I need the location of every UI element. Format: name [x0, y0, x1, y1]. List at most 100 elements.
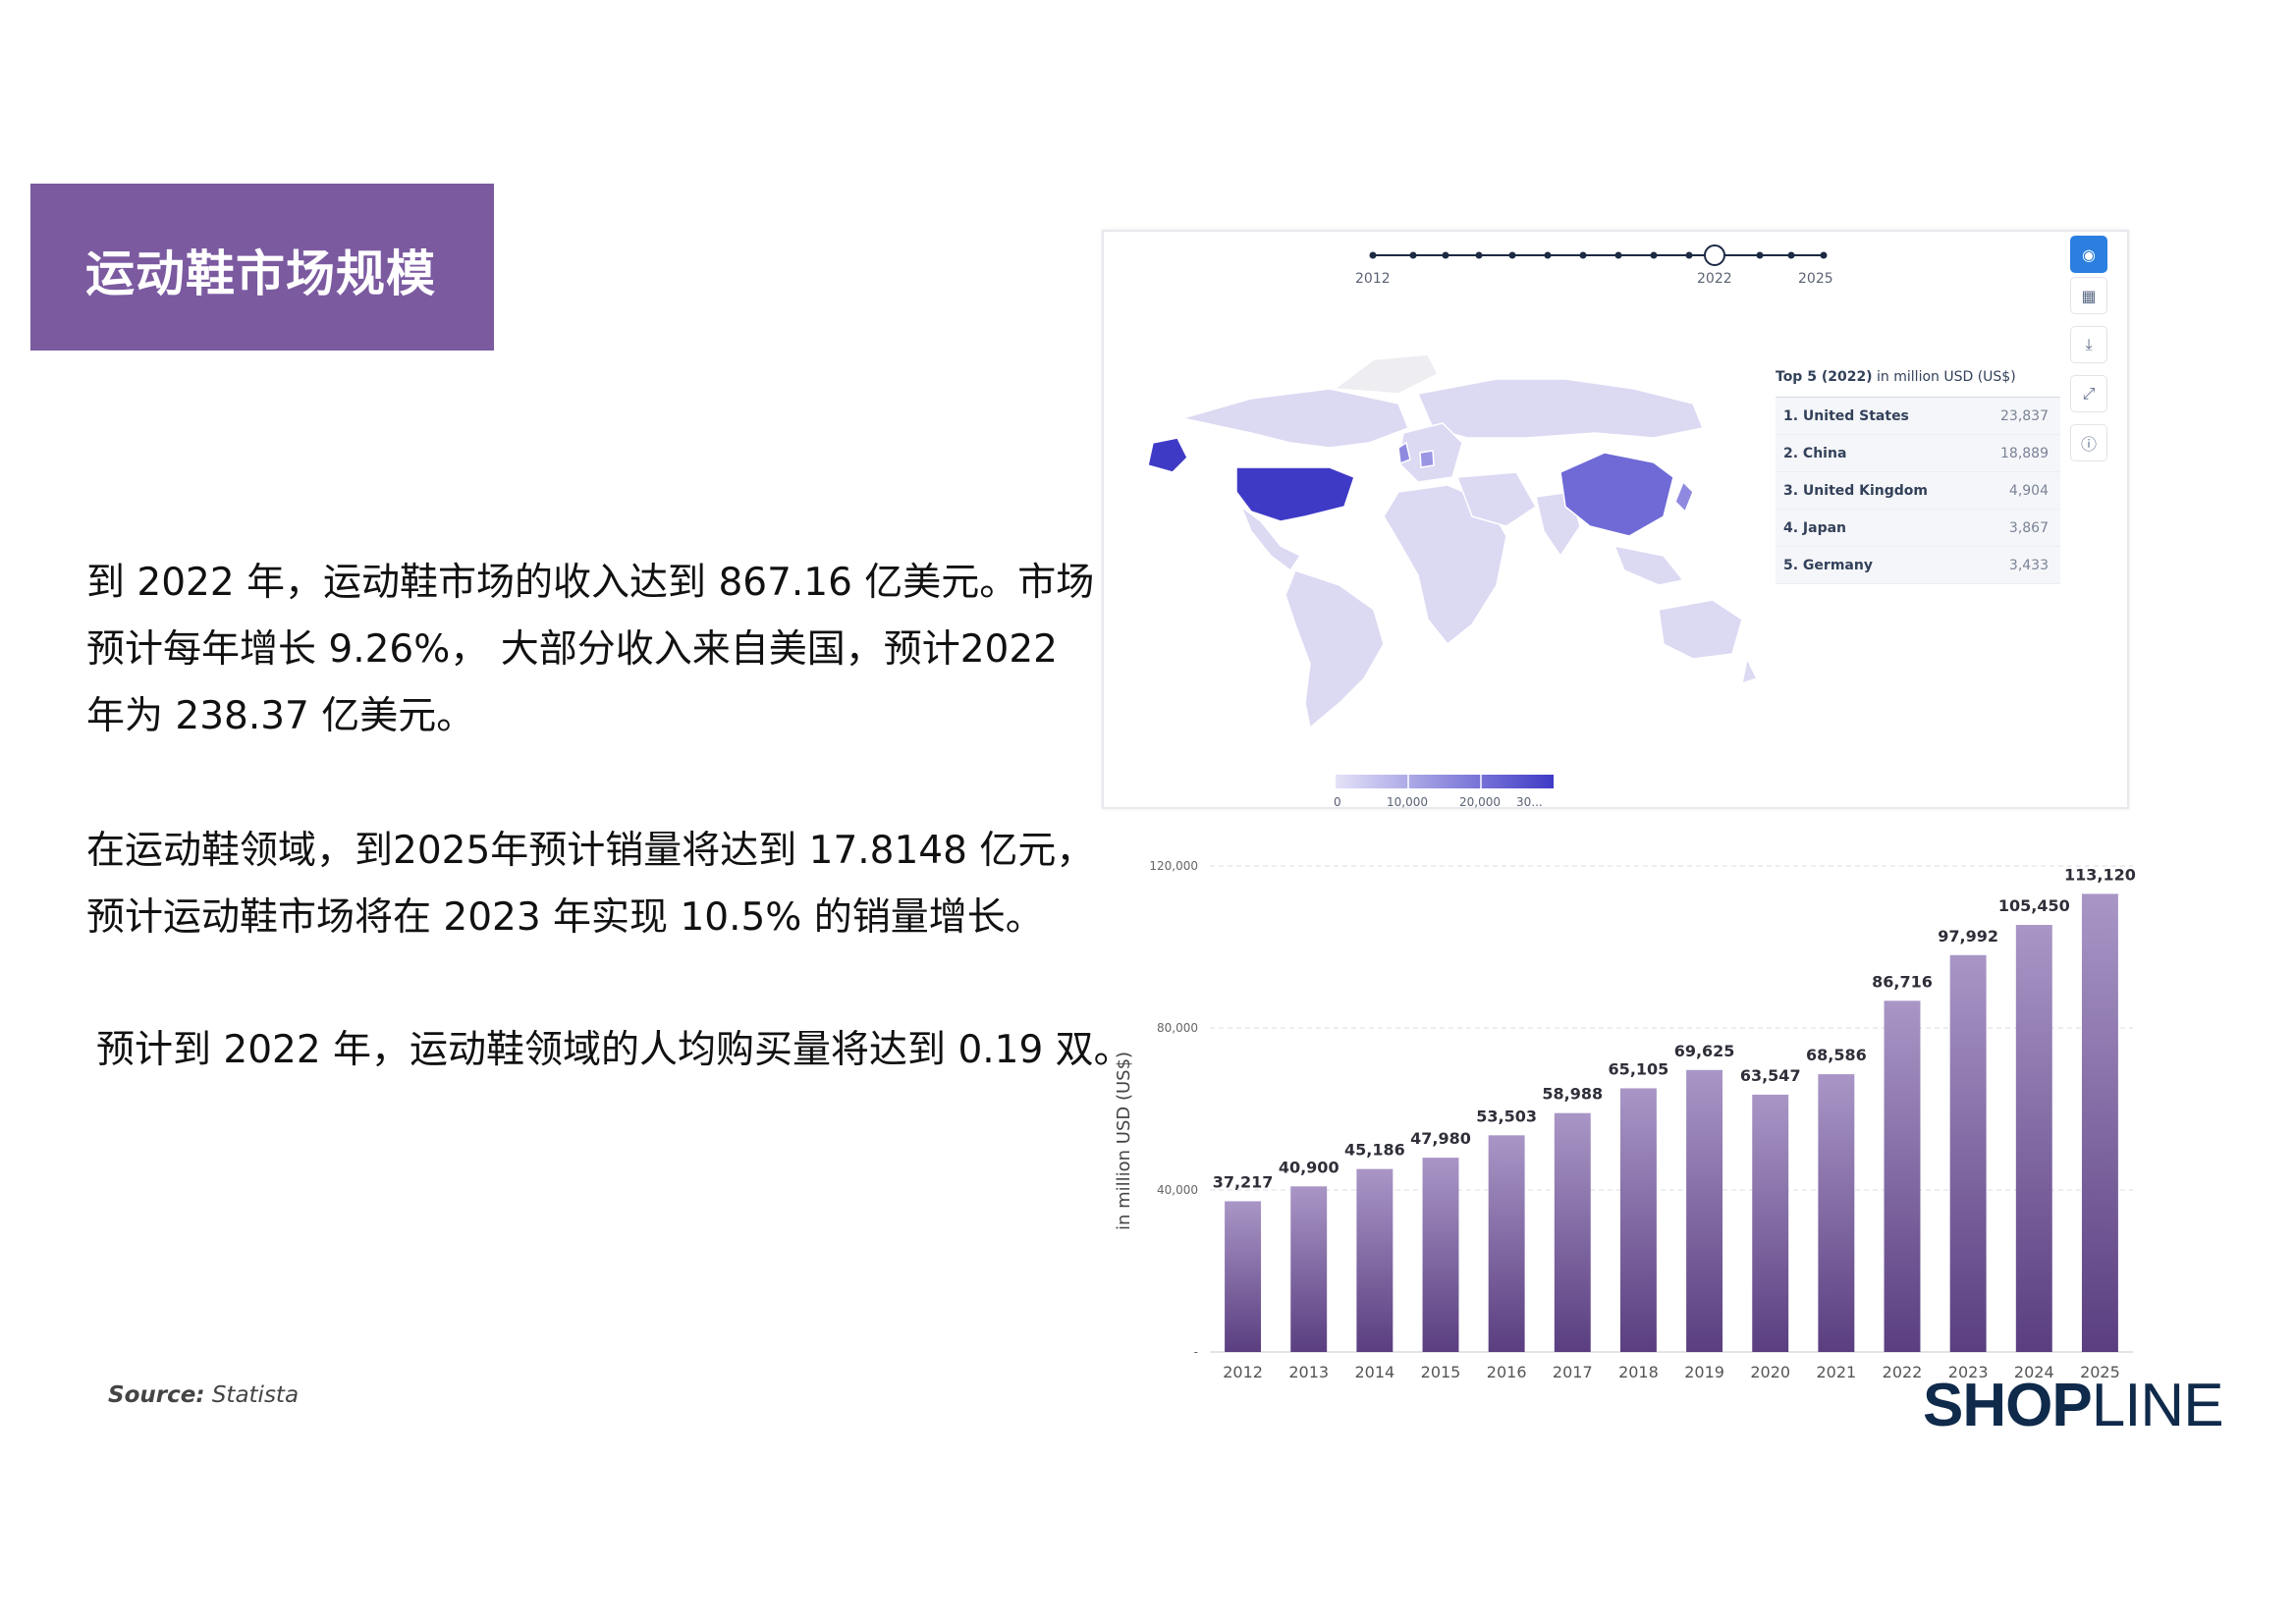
- globe-icon[interactable]: ◉: [2070, 236, 2107, 273]
- paragraph-line: 预计运动鞋市场将在 2023 年实现 10.5% 的销量增长。: [86, 895, 1044, 940]
- bar-value-label: 45,186: [1344, 1141, 1405, 1160]
- top5-row: 5. Germany 3,433: [1776, 547, 2060, 584]
- alaska-shape: [1147, 437, 1188, 473]
- paragraph-line: 年为 238.37 亿美元。: [86, 694, 475, 738]
- bar-2025: [2081, 893, 2118, 1352]
- source-name: Statista: [211, 1382, 300, 1408]
- expand-icon[interactable]: ⤢: [2070, 375, 2107, 412]
- bar-2016: [1488, 1135, 1525, 1352]
- timeline-label: 2012: [1355, 271, 1391, 287]
- timeline-dot: [1650, 251, 1658, 259]
- country-name: 5. Germany: [1783, 557, 1873, 573]
- legend-scale: [1336, 775, 1554, 788]
- canada-shape: [1181, 388, 1409, 449]
- top5-row: 4. Japan 3,867: [1776, 510, 2060, 547]
- timeline-label: 2025: [1798, 271, 1833, 287]
- paragraph-revenue: 到 2022 年，运动鞋市场的收入达到 867.16 亿美元。市场 预计每年增长…: [86, 550, 1095, 750]
- united-states-shape: [1235, 466, 1355, 522]
- x-tick-label: 2020: [1750, 1363, 1790, 1381]
- table-icon[interactable]: ▦: [2070, 277, 2107, 314]
- paragraph-volume: 在运动鞋领域，到2025年预计销量将达到 17.8148 亿元， 预计运动鞋市场…: [86, 818, 1095, 951]
- x-tick-label: 2015: [1421, 1363, 1461, 1381]
- country-value: 3,867: [2008, 519, 2049, 536]
- y-tick-label: -: [1194, 1345, 1198, 1359]
- timeline-dot: [1614, 251, 1622, 259]
- top5-unit: in million USD (US$): [1877, 369, 2016, 385]
- world-map-panel: 2012 2022 2025 0 10,000 20,000 30... Top…: [1102, 230, 2129, 809]
- bar-value-label: 69,625: [1674, 1042, 1735, 1060]
- country-name: 3. United Kingdom: [1783, 482, 1929, 499]
- top5-row: 3. United Kingdom 4,904: [1776, 472, 2060, 510]
- x-tick-label: 2014: [1354, 1363, 1394, 1381]
- timeline-dot: [1508, 251, 1516, 259]
- bar-2019: [1686, 1069, 1723, 1352]
- x-tick-label: 2018: [1618, 1363, 1659, 1381]
- top5-header: Top 5 (2022) in million USD (US$): [1776, 369, 2060, 398]
- timeline-dot: [1756, 251, 1764, 259]
- bar-value-label: 86,716: [1872, 972, 1933, 991]
- bar-2020: [1752, 1094, 1789, 1352]
- timeline-dot: [1475, 251, 1483, 259]
- timeline-handle: [1704, 244, 1725, 266]
- bar-2015: [1422, 1158, 1459, 1352]
- bar-value-label: 65,105: [1609, 1059, 1669, 1078]
- bar-value-label: 97,992: [1938, 927, 1998, 946]
- title-band: 运动鞋市场规模: [30, 184, 494, 351]
- paragraph-per-capita: 预计到 2022 年，运动鞋领域的人均购买量将达到 0.19 双。: [96, 1017, 1132, 1084]
- bar-2018: [1619, 1088, 1657, 1352]
- new-zealand-shape: [1741, 656, 1759, 685]
- country-name: 4. Japan: [1783, 519, 1847, 536]
- timeline-dot: [1579, 251, 1587, 259]
- source-note: Source: Statista: [108, 1382, 299, 1408]
- country-name: 1. United States: [1783, 407, 1909, 424]
- country-value: 23,837: [2000, 407, 2049, 424]
- top5-table: Top 5 (2022) in million USD (US$) 1. Uni…: [1776, 369, 2060, 584]
- bar-value-label: 113,120: [2064, 865, 2136, 884]
- timeline-dot: [1787, 251, 1795, 259]
- timeline-dot: [1820, 251, 1828, 259]
- paragraph-line: 到 2022 年，运动鞋市场的收入达到 867.16 亿美元。市场: [86, 561, 1095, 605]
- y-tick-label: 40,000: [1157, 1183, 1198, 1197]
- bar-2022: [1884, 1000, 1921, 1352]
- x-tick-label: 2016: [1487, 1363, 1527, 1381]
- timeline-label: 2022: [1697, 271, 1732, 287]
- bar-value-label: 37,217: [1213, 1172, 1274, 1191]
- germany-shape: [1419, 450, 1435, 468]
- timeline-dot: [1685, 251, 1693, 259]
- timeline-dot: [1369, 251, 1377, 259]
- middle-east-shape: [1455, 471, 1537, 527]
- legend-label: 0: [1334, 795, 1341, 809]
- revenue-bar-chart: - 40,000 80,000 120,000 37,217 2012 40,900 201…: [1114, 859, 2136, 1381]
- top5-row: 2. China 18,889: [1776, 435, 2060, 472]
- paragraph-line: 预计每年增长 9.26%， 大部分收入来自美国，预计2022: [86, 627, 1058, 672]
- australia-shape: [1658, 599, 1743, 660]
- timeline-dot: [1442, 251, 1449, 259]
- world-map: [1147, 244, 1828, 788]
- country-value: 3,433: [2008, 557, 2049, 573]
- info-icon[interactable]: ⓘ: [2070, 424, 2107, 461]
- download-icon[interactable]: ⤓: [2070, 326, 2107, 363]
- x-tick-label: 2023: [1948, 1363, 1989, 1381]
- country-name: 2. China: [1783, 445, 1847, 461]
- bar-2023: [1949, 954, 1987, 1352]
- source-label: Source:: [108, 1382, 205, 1408]
- x-tick-label: 2025: [2080, 1363, 2120, 1381]
- bar-value-label: 105,450: [1998, 896, 2070, 915]
- timeline-dot: [1544, 251, 1552, 259]
- bar-value-label: 63,547: [1740, 1066, 1801, 1085]
- bar-2012: [1225, 1201, 1262, 1352]
- logo-line: LINE: [2091, 1372, 2224, 1439]
- x-tick-label: 2017: [1553, 1363, 1593, 1381]
- united-kingdom-shape: [1397, 441, 1411, 465]
- russia-shape: [1416, 378, 1705, 439]
- timeline-dot: [1409, 251, 1417, 259]
- south-america-shape: [1285, 569, 1385, 730]
- bar-2017: [1554, 1112, 1591, 1352]
- china-shape: [1559, 452, 1674, 537]
- country-value: 18,889: [2000, 445, 2049, 461]
- x-tick-label: 2021: [1816, 1363, 1856, 1381]
- x-tick-label: 2019: [1684, 1363, 1724, 1381]
- bar-2024: [2015, 925, 2052, 1352]
- paragraph-line: 在运动鞋领域，到2025年预计销量将达到 17.8148 亿元，: [86, 829, 1095, 873]
- y-tick-label: 80,000: [1157, 1021, 1198, 1035]
